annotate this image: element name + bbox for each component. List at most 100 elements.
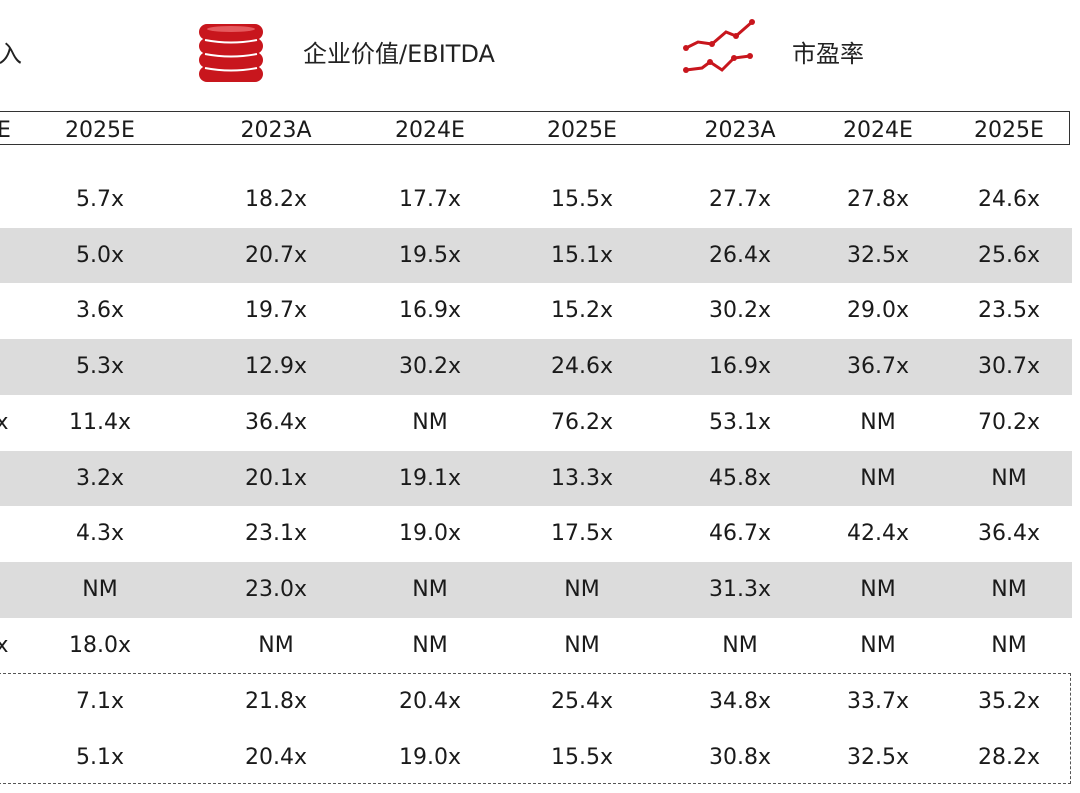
table-row: 5.0x 20.7x 19.5x 15.1x 26.4x 32.5x 25.6x <box>0 227 1072 284</box>
table-cell: NM <box>412 576 448 602</box>
summary-cell: 19.0x <box>398 744 461 770</box>
table-cell: 42.4x <box>846 521 909 547</box>
summary-cell: 35.2x <box>977 689 1040 714</box>
table-cell: NM <box>412 409 448 435</box>
table-cell: 4.3x <box>75 521 124 547</box>
table-cell: NM <box>991 632 1027 658</box>
year-col-5: 2023A <box>704 118 776 143</box>
table-cell: 24.6x <box>977 187 1040 212</box>
table-cell: 23.1x <box>244 521 307 547</box>
table-cell: 13.3x <box>550 465 613 491</box>
table-row: 3.6x 19.7x 16.9x 15.2x 30.2x 29.0x 23.5x <box>0 283 1072 339</box>
summary-cell: 15.5x <box>550 744 613 770</box>
table-cell: NM <box>412 632 448 658</box>
summary-cell: 21.8x <box>244 689 307 714</box>
table-cell: 23.5x <box>977 298 1040 324</box>
table-cell: 19.5x <box>398 242 461 268</box>
table-cell: 5.7x <box>75 187 124 212</box>
table-cell: 36.7x <box>846 354 909 380</box>
table-cell: 26.4x <box>708 242 771 268</box>
year-col-3: 2024E <box>395 118 465 143</box>
table-cell: 5.3x <box>75 354 124 380</box>
table-cell: 19.7x <box>244 298 307 324</box>
summary-cell: 28.2x <box>977 744 1040 770</box>
table-row: NM 23.0x NM NM 31.3x NM NM <box>0 561 1072 618</box>
table-cell: 18.0x <box>68 632 131 658</box>
year-partial: E <box>0 118 11 143</box>
table-cell: NM <box>722 632 758 658</box>
table-cell: 30.7x <box>977 354 1040 380</box>
table-cell: 25.6x <box>977 242 1040 268</box>
table-cell: 27.7x <box>708 187 771 212</box>
table-row: 3.2x 20.1x 19.1x 13.3x 45.8x NM NM <box>0 450 1072 507</box>
table-cell: 19.0x <box>398 521 461 547</box>
table-cell: 29.0x <box>846 298 909 324</box>
table-cell: 36.4x <box>244 409 307 435</box>
year-col-6: 2024E <box>843 118 913 143</box>
table-cell: 12.9x <box>244 354 307 380</box>
table-cell: NM <box>991 465 1027 491</box>
table-cell: NM <box>82 576 118 602</box>
metric-label-partial: 入 <box>0 40 22 68</box>
table-cell: 11.4x <box>68 409 131 435</box>
table-cell: 70.2x <box>977 409 1040 435</box>
table-cell: 15.5x <box>550 187 613 212</box>
table-cell: NM <box>564 576 600 602</box>
summary-row: 7.1x 21.8x 20.4x 25.4x 34.8x 33.7x 35.2x <box>0 674 1072 730</box>
table-cell: 53.1x <box>708 409 771 435</box>
metric-pe-label: 市盈率 <box>792 40 864 68</box>
table-cell: 46.7x <box>708 521 771 547</box>
summary-cell: 7.1x <box>75 689 124 714</box>
table-cell: NM <box>860 576 896 602</box>
summary-cell: 5.1x <box>75 744 124 770</box>
row-edge-partial: x <box>0 632 9 658</box>
table-cell: NM <box>991 576 1027 602</box>
table-cell: 20.7x <box>244 242 307 268</box>
summary-row: 5.1x 20.4x 19.0x 15.5x 30.8x 32.5x 28.2x <box>0 730 1072 786</box>
summary-cell: 34.8x <box>708 689 771 714</box>
table-cell: 5.0x <box>75 242 124 268</box>
table-row: x 11.4x 36.4x NM 76.2x 53.1x NM 70.2x <box>0 395 1072 451</box>
year-col-4: 2025E <box>547 118 617 143</box>
table-cell: 18.2x <box>244 187 307 212</box>
table-cell: NM <box>860 632 896 658</box>
table-row: 5.7x 18.2x 17.7x 15.5x 27.7x 27.8x 24.6x <box>0 172 1072 228</box>
table-cell: 45.8x <box>708 465 771 491</box>
table-cell: 3.6x <box>75 298 124 324</box>
table-cell: 23.0x <box>244 576 307 602</box>
line-trend-icon <box>680 18 760 78</box>
table-cell: 16.9x <box>708 354 771 380</box>
table-cell: 76.2x <box>550 409 613 435</box>
table-cell: 24.6x <box>550 354 613 380</box>
table-cell: 31.3x <box>708 576 771 602</box>
table-row: 4.3x 23.1x 19.0x 17.5x 46.7x 42.4x 36.4x <box>0 506 1072 562</box>
summary-cell: 30.8x <box>708 744 771 770</box>
table-row: x 18.0x NM NM NM NM NM NM <box>0 618 1072 674</box>
year-header-row: E 2025E 2023A 2024E 2025E 2023A 2024E 20… <box>0 111 1070 145</box>
table-cell: 36.4x <box>977 521 1040 547</box>
table-cell: 19.1x <box>398 465 461 491</box>
table-cell: 20.1x <box>244 465 307 491</box>
summary-cell: 32.5x <box>846 744 909 770</box>
table-row: 5.3x 12.9x 30.2x 24.6x 16.9x 36.7x 30.7x <box>0 339 1072 395</box>
table-cell: 30.2x <box>708 298 771 324</box>
table-cell: 3.2x <box>75 465 124 491</box>
metric-ev-ebitda-label: 企业价值/EBITDA <box>303 40 495 68</box>
table-cell: 16.9x <box>398 298 461 324</box>
table-cell: NM <box>258 632 294 658</box>
summary-cell: 33.7x <box>846 689 909 714</box>
table-cell: NM <box>564 632 600 658</box>
summary-cell: 20.4x <box>398 689 461 714</box>
year-col-7: 2025E <box>974 118 1044 143</box>
table-cell: 17.5x <box>550 521 613 547</box>
year-col-1: 2025E <box>65 118 135 143</box>
table-cell: 32.5x <box>846 242 909 268</box>
summary-box <box>0 673 1071 784</box>
table-cell: 15.1x <box>550 242 613 268</box>
table-cell: 17.7x <box>398 187 461 212</box>
table-cell: 15.2x <box>550 298 613 324</box>
year-col-2: 2023A <box>240 118 312 143</box>
stacked-coins-icon <box>195 18 267 86</box>
table-cell: NM <box>860 409 896 435</box>
table-cell: NM <box>860 465 896 491</box>
